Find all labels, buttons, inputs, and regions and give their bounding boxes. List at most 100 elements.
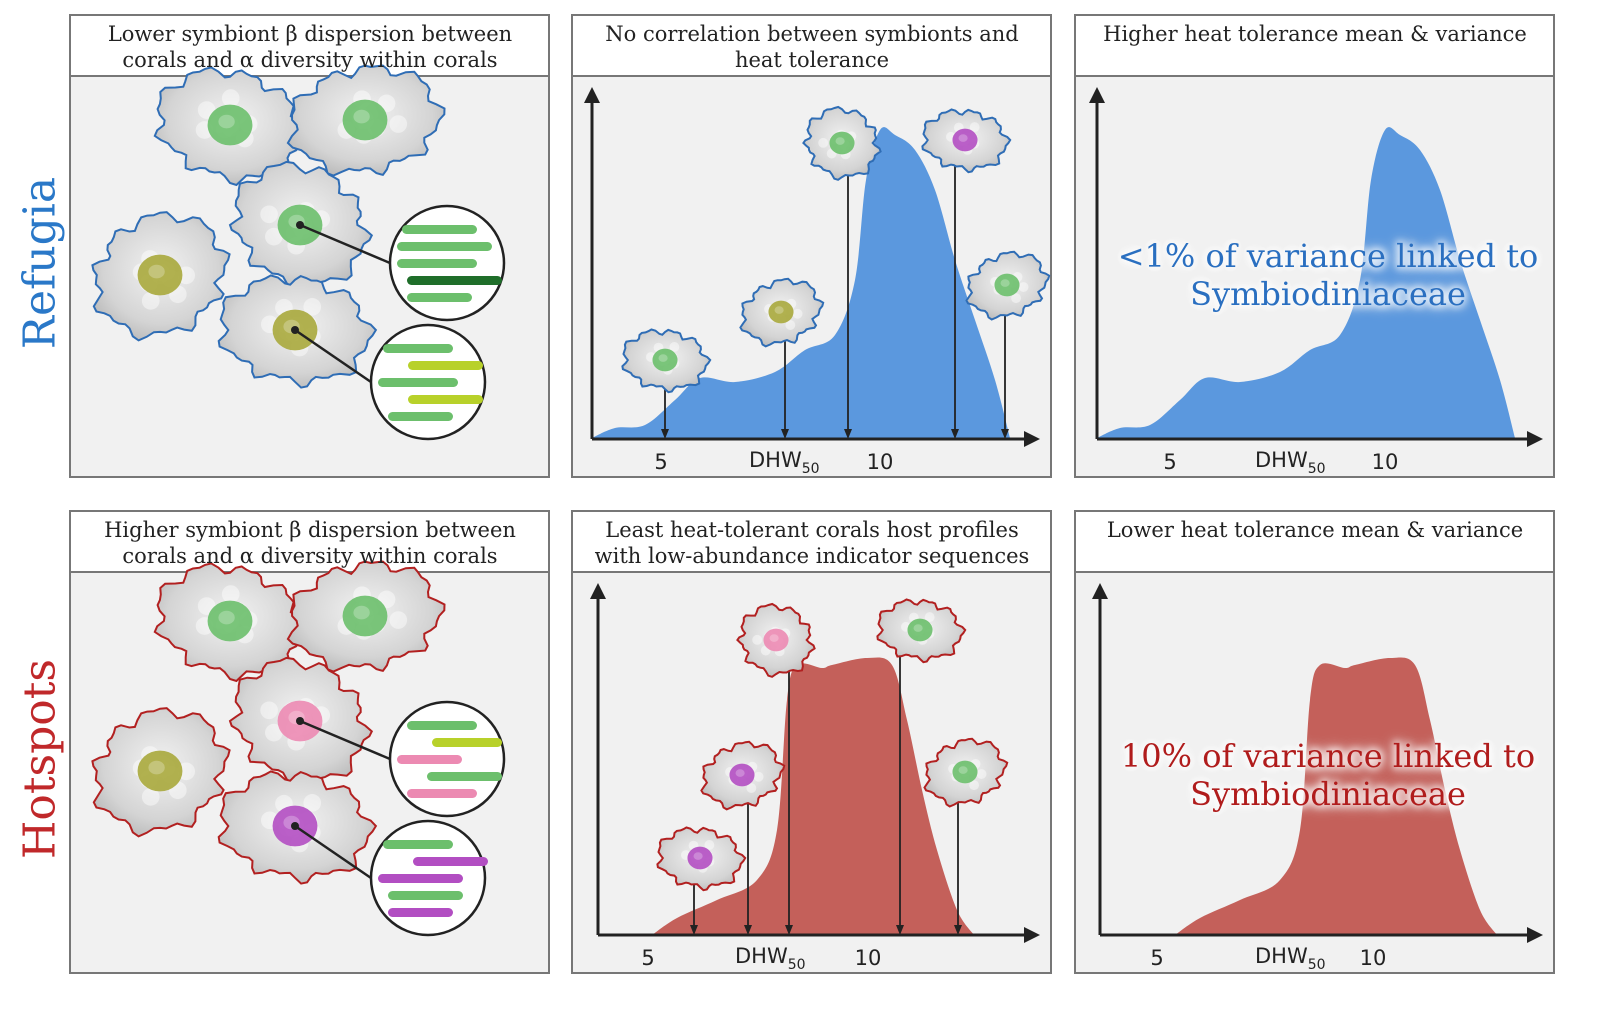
symbiont-highlight <box>658 354 668 362</box>
symbiont-highlight <box>693 852 703 860</box>
x-axis-label-subscript: 50 <box>802 461 820 477</box>
panel-title: Lower heat tolerance mean & variance <box>1106 518 1524 542</box>
connector-dot <box>291 822 299 830</box>
symbiont-highlight <box>1000 279 1010 287</box>
pointer-head <box>951 429 959 439</box>
symbiont-highlight <box>913 624 923 632</box>
x-tick-label: 10 <box>867 450 894 474</box>
connector-dot <box>296 717 304 725</box>
annotation: <1% of variance linked to Symbiodiniacea… <box>1117 237 1539 313</box>
sequence-bar <box>378 874 463 883</box>
symbiont <box>652 348 678 372</box>
connector-dot <box>291 326 299 334</box>
x-arrow <box>1527 927 1543 943</box>
x-axis-label: DHW50 <box>1255 944 1326 973</box>
x-axis-label-subscript: 50 <box>788 957 806 973</box>
symbiont <box>763 628 789 652</box>
x-tick-label: 10 <box>855 946 882 970</box>
panel-title: Lower symbiont β dispersion between cora… <box>107 22 513 72</box>
symbiont <box>342 595 388 637</box>
connector <box>294 824 372 880</box>
sequence-bar <box>408 395 483 404</box>
coral-texture <box>924 612 935 623</box>
density-curve <box>592 127 1010 438</box>
coral-texture <box>265 227 283 246</box>
x-tick-label: 5 <box>641 946 654 970</box>
coral-texture <box>785 320 796 330</box>
coral-texture <box>704 840 715 850</box>
connector-dot <box>296 221 304 229</box>
x-axis-label-main: DHW <box>735 944 788 968</box>
sequence-bar <box>402 225 477 234</box>
symbiont-highlight <box>148 264 165 279</box>
sequence-bar <box>388 891 463 900</box>
sequence-bar <box>407 721 477 730</box>
coral-texture <box>818 137 829 148</box>
pointer-head <box>1001 429 1009 439</box>
x-arrow <box>1527 431 1543 447</box>
symbiont-highlight <box>353 605 370 620</box>
panel-header <box>1074 14 1555 77</box>
panel-title: No correlation between symbionts and hea… <box>605 22 1019 72</box>
x-axis-label-subscript: 50 <box>1308 461 1326 477</box>
x-axis-label: DHW50 <box>749 448 820 477</box>
x-tick-label: 10 <box>1360 946 1387 970</box>
panel-header <box>69 14 550 77</box>
annotation: 10% of variance linked to Symbiodiniacea… <box>1120 737 1536 813</box>
coral-texture <box>969 122 980 133</box>
sequence-bar <box>427 772 502 781</box>
sequence-bar <box>408 361 483 370</box>
x-arrow <box>1024 431 1040 447</box>
coral-texture <box>303 298 322 316</box>
symbiont <box>137 750 183 792</box>
panel-header <box>571 510 1052 573</box>
symbiont <box>952 760 978 784</box>
panel-header <box>69 510 550 573</box>
coral-texture <box>976 769 987 779</box>
sequence-bar <box>413 857 488 866</box>
symbiont <box>829 131 855 155</box>
y-arrow <box>1089 87 1105 103</box>
symbiont-highlight <box>148 760 165 775</box>
symbiont-highlight <box>774 306 784 314</box>
connector <box>294 328 372 384</box>
density-curve <box>1175 657 1497 935</box>
density-curve <box>1097 127 1515 438</box>
sequence-bar <box>397 755 462 764</box>
symbiont-highlight <box>769 634 779 642</box>
sequence-bar <box>383 840 453 849</box>
pointer-head <box>844 429 852 439</box>
coral-texture <box>265 723 283 742</box>
symbiont <box>137 254 183 296</box>
symbiont <box>768 300 794 324</box>
symbiont <box>907 618 933 642</box>
symbiont-highlight <box>218 610 235 625</box>
sequence-bar <box>407 789 477 798</box>
pointer-head <box>896 925 904 935</box>
x-tick-label: 5 <box>1150 946 1163 970</box>
symbiont <box>687 846 713 870</box>
symbiont <box>729 763 755 787</box>
symbiont-highlight <box>353 109 370 124</box>
coral-texture <box>389 611 408 629</box>
coral-texture <box>141 788 160 806</box>
coral-texture <box>260 205 278 224</box>
panel-title: Higher heat tolerance mean & variance <box>1103 22 1527 46</box>
coral-texture <box>1018 282 1029 292</box>
symbiont-highlight <box>218 114 235 129</box>
sequence-bar <box>388 908 453 917</box>
x-axis-label: DHW50 <box>735 944 806 973</box>
symbiont-highlight <box>958 134 968 142</box>
pointer-head <box>781 429 789 439</box>
x-axis-label-subscript: 50 <box>1308 957 1326 973</box>
row-label: Hotspots <box>14 658 66 860</box>
x-tick-label: 5 <box>654 450 667 474</box>
coral-texture <box>303 794 322 812</box>
sequence-bar <box>397 242 492 251</box>
panel-title: Higher symbiont β dispersion between cor… <box>104 518 516 568</box>
symbiont <box>994 273 1020 297</box>
x-tick-label: 10 <box>1372 450 1399 474</box>
x-axis-label-main: DHW <box>749 448 802 472</box>
x-axis-label-main: DHW <box>1255 944 1308 968</box>
